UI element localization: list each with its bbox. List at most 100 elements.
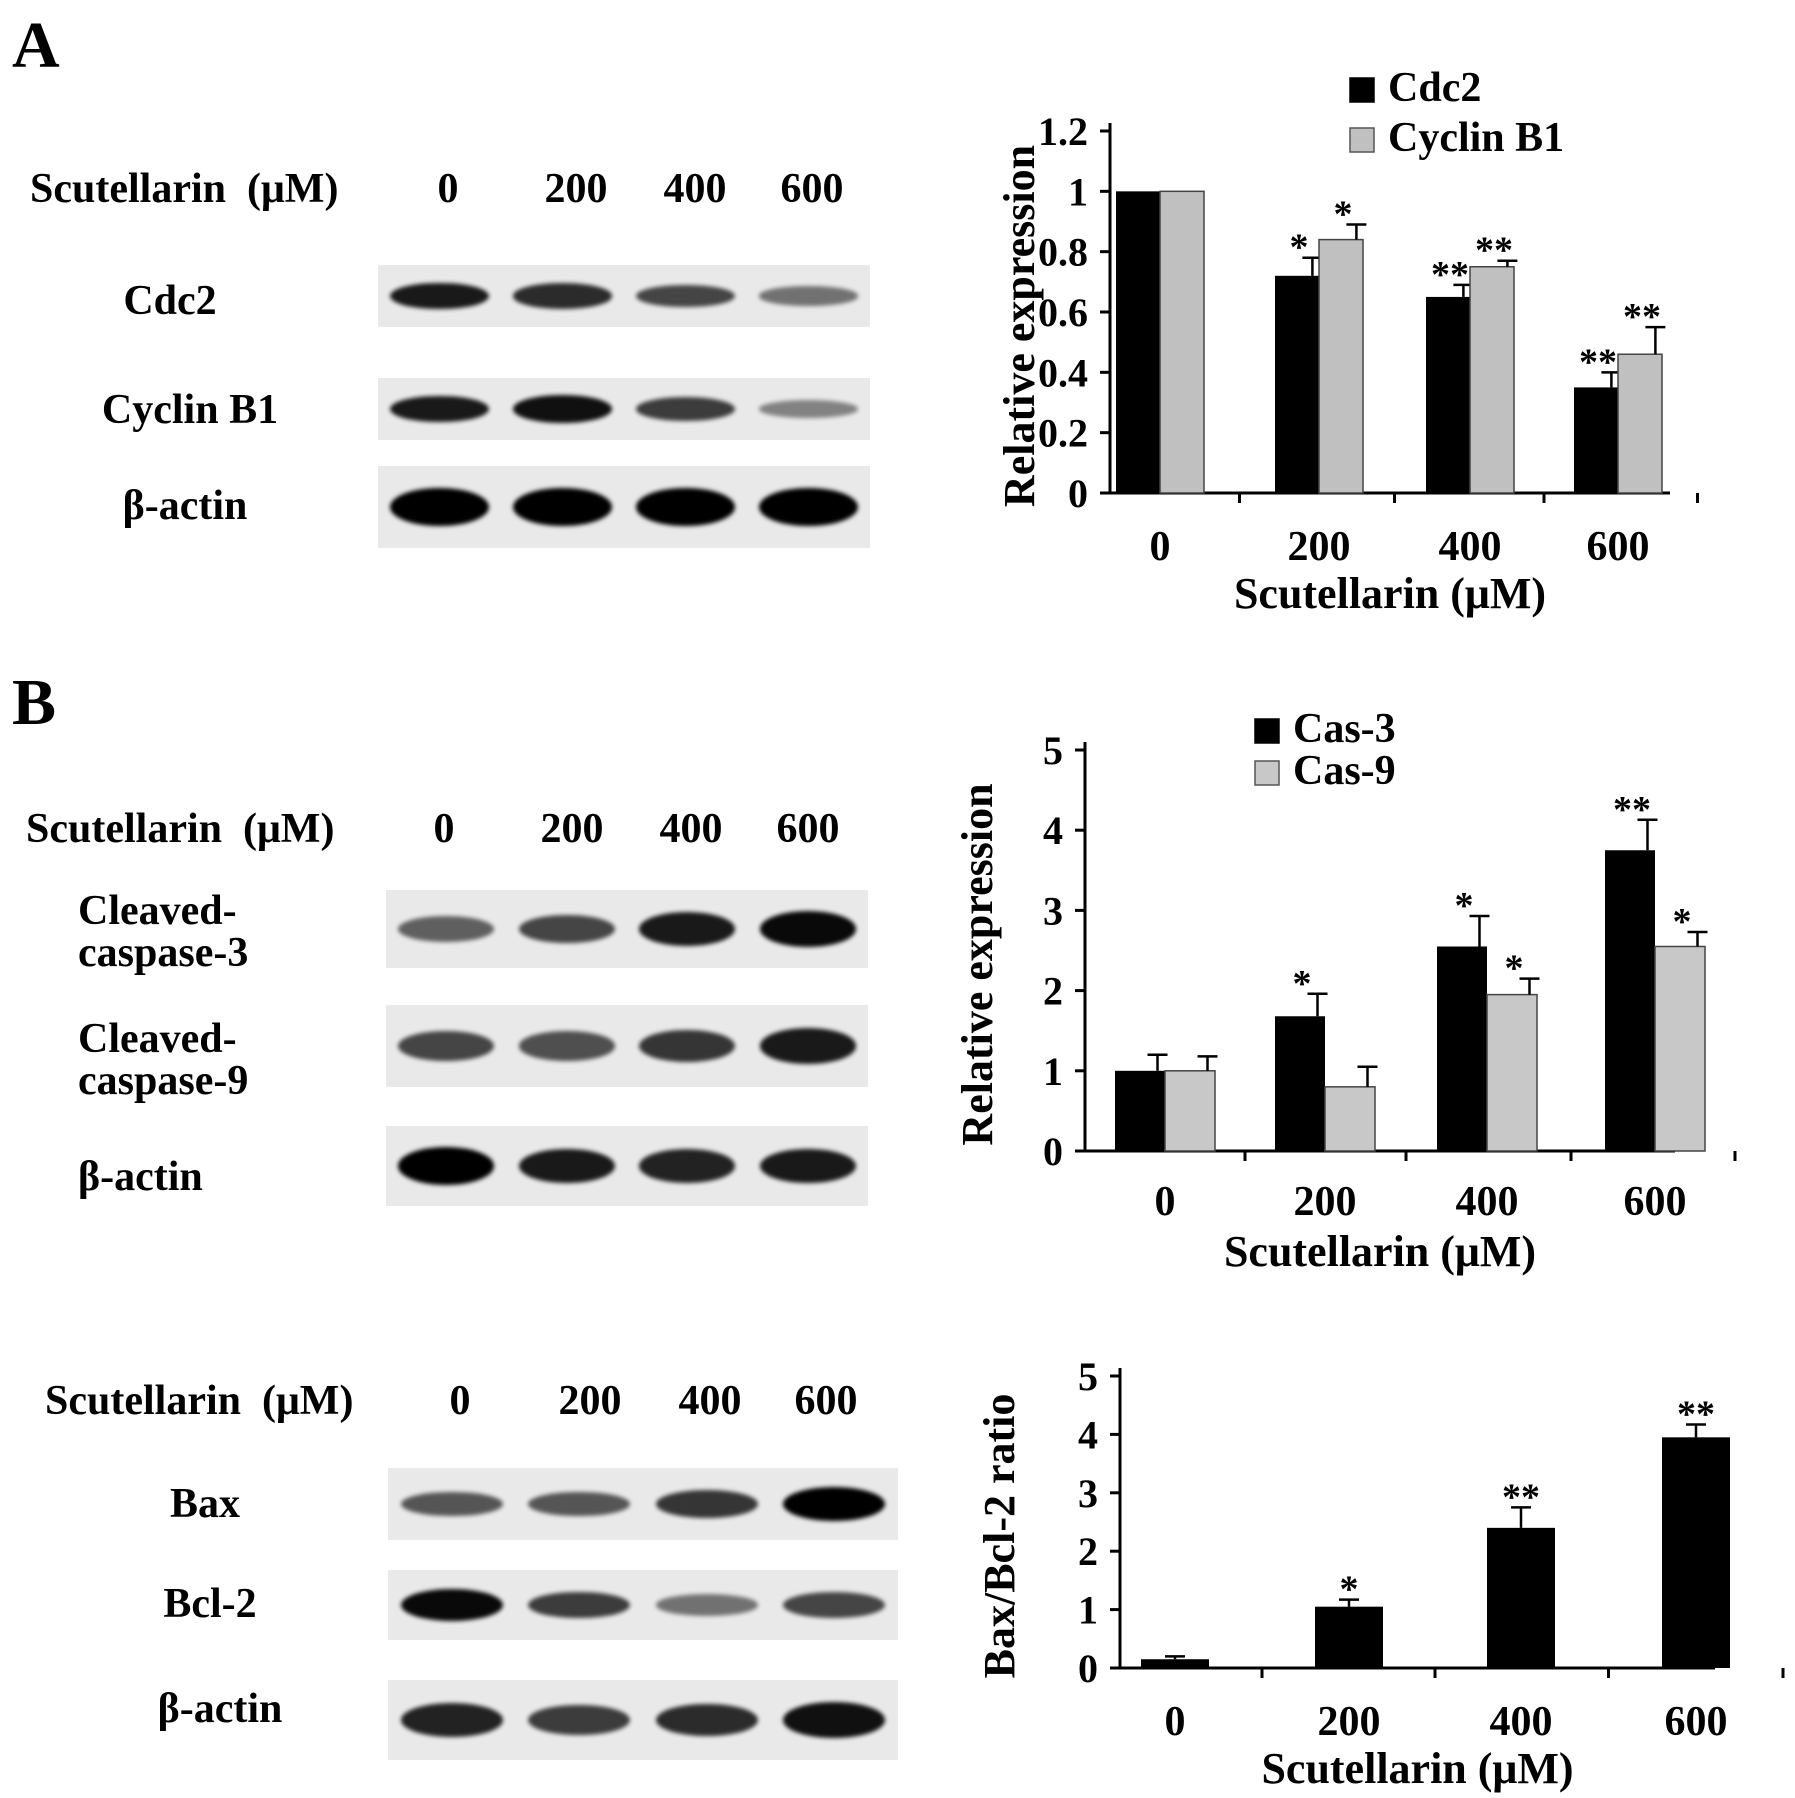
dose-label: 600 [776, 806, 840, 852]
y-axis-title: Relative expression [995, 145, 1044, 507]
bar-chart-bax-bcl2-ratio: 0 1 2 3 4 5 0 200 400 600 Scutellarin (μM) Bax/Bcl-… [975, 1354, 1785, 1793]
blot-band [398, 1147, 495, 1185]
bar [1318, 238, 1364, 494]
blot-band [398, 916, 495, 942]
x-tick-label: 200 [1318, 1699, 1381, 1745]
blot-strip [378, 378, 870, 440]
legend-label: Cdc2 [1388, 65, 1481, 111]
bar-chart-caspase: 0 1 2 3 4 5 0 200 400 600 Scutellarin (μM) Relative… [953, 706, 1737, 1276]
y-tick-label: 1 [1043, 1049, 1063, 1094]
unit-label: (μM) [243, 806, 335, 852]
blot-band [783, 1702, 886, 1738]
y-tick-label: 2 [1078, 1529, 1098, 1574]
blot-row-label: Cleaved- caspase-3 [78, 890, 248, 974]
y-tick-label: 0.8 [1038, 230, 1088, 275]
x-tick-label: 600 [1624, 1179, 1687, 1225]
blot-row-label: Bax [169, 1481, 240, 1527]
bar [1486, 993, 1538, 1152]
blot-band [528, 1704, 631, 1736]
significance-marker: * [1334, 194, 1353, 236]
x-tick-label: 600 [1665, 1699, 1728, 1745]
significance-marker: * [1673, 901, 1692, 943]
legend-label: Cas-3 [1293, 706, 1396, 752]
scutellarin-dose-header: Scutellarin (μM) [45, 1377, 353, 1425]
blot-strip [388, 1468, 898, 1540]
significance-marker: * [1340, 1569, 1359, 1611]
bar [1574, 387, 1618, 493]
legend-swatch [1349, 77, 1375, 103]
blot-row-label: β-actin [122, 483, 248, 529]
legend-label: Cas-9 [1293, 748, 1396, 794]
blot-row-label: Cdc2 [123, 278, 217, 324]
blot-band [759, 1148, 856, 1184]
blot-strip [386, 1005, 868, 1087]
x-tick-label: 400 [1490, 1699, 1553, 1745]
scutellarin-label: Scutellarin [26, 806, 222, 852]
panel-letter-b: B [12, 666, 57, 739]
blot-band [655, 1489, 758, 1519]
significance-marker: ** [1502, 1476, 1540, 1518]
y-tick-label: 1 [1078, 1588, 1098, 1633]
y-axis-title: Bax/Bcl-2 ratio [975, 1394, 1024, 1679]
dose-label: 600 [794, 1378, 858, 1424]
unit-label: (μM) [262, 1378, 354, 1424]
y-tick-label: 2 [1043, 969, 1063, 1014]
bar [1662, 1437, 1730, 1668]
legend-swatch [1254, 760, 1280, 786]
bar [1275, 275, 1319, 493]
blot-band [759, 487, 858, 527]
scutellarin-dose-header: Scutellarin (μM) [26, 805, 334, 853]
blot-band [518, 914, 615, 944]
blot-strip [388, 1570, 898, 1640]
blot-band [639, 912, 736, 946]
x-tick-label: 600 [1587, 524, 1650, 570]
blot-row-label: Cleaved- caspase-9 [78, 1018, 248, 1102]
scutellarin-dose-header: Scutellarin (μM) [30, 165, 338, 213]
dose-label: 400 [659, 806, 723, 852]
unit-label: (μM) [247, 166, 339, 212]
blot-band [655, 1594, 758, 1616]
significance-marker: ** [1475, 230, 1513, 272]
blot-band [513, 283, 612, 309]
bar [1141, 1659, 1209, 1668]
significance-marker: * [1455, 885, 1474, 927]
blot-band [513, 395, 612, 423]
x-tick-label: 0 [1165, 1699, 1186, 1745]
blot-band [400, 1588, 503, 1621]
x-axis-title: Scutellarin (μM) [1261, 1744, 1573, 1793]
y-tick-label: 5 [1078, 1354, 1098, 1399]
x-tick-label: 400 [1439, 524, 1502, 570]
blot-band [636, 397, 735, 421]
blot-row-label-line: Cleaved- [78, 888, 237, 934]
x-tick-label: 200 [1294, 1179, 1357, 1225]
blot-band [636, 487, 735, 527]
blot-band [655, 1703, 758, 1737]
bar [1159, 190, 1205, 494]
panel-letter-a: A [12, 9, 60, 82]
blot-strip [378, 466, 870, 548]
dose-label: 0 [433, 806, 455, 852]
blot-band [390, 395, 489, 423]
dose-label: 400 [663, 166, 727, 212]
x-axis-title: Scutellarin (μM) [1234, 569, 1546, 618]
blot-row-label: β-actin [157, 1686, 283, 1732]
y-tick-label: 0.2 [1038, 411, 1088, 456]
x-axis-title: Scutellarin (μM) [1224, 1227, 1536, 1276]
bar-chart-cdc2-cyclinb1: 0 0.2 0.4 0.6 0.8 1 1.2 0 200 400 600 Scutellarin (… [995, 65, 1699, 618]
significance-marker: ** [1623, 296, 1661, 338]
bar [1469, 266, 1515, 494]
significance-marker: ** [1431, 254, 1469, 296]
significance-marker: ** [1613, 789, 1651, 831]
bar [1315, 1606, 1383, 1668]
y-tick-label: 0.4 [1038, 350, 1088, 395]
blot-band [390, 487, 489, 527]
blot-strip [388, 1680, 898, 1760]
bar [1115, 1070, 1165, 1151]
y-axis-title: Relative expression [953, 783, 1002, 1145]
y-tick-label: 3 [1078, 1471, 1098, 1516]
blot-band [400, 1491, 503, 1517]
dose-label: 600 [780, 166, 844, 212]
blot-row-label: Bcl-2 [163, 1581, 257, 1627]
bar [1164, 1070, 1216, 1152]
x-tick-label: 200 [1288, 524, 1351, 570]
